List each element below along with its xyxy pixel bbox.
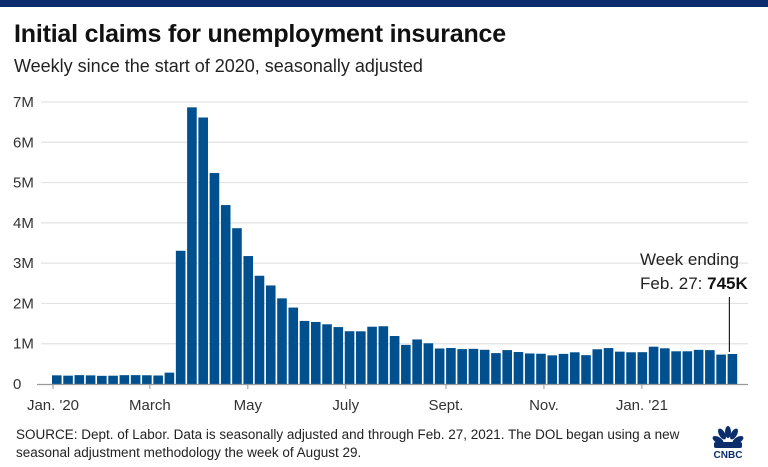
annotation-date: Feb. 27: xyxy=(640,274,708,293)
bar xyxy=(491,353,501,384)
bar xyxy=(378,326,389,384)
y-tick-label: 4M xyxy=(13,215,34,232)
bar xyxy=(446,348,456,384)
bar xyxy=(209,173,220,384)
bar xyxy=(705,350,715,384)
bar xyxy=(130,375,141,384)
y-tick-label: 7M xyxy=(13,94,34,111)
bar xyxy=(671,351,681,384)
bar xyxy=(592,349,603,384)
bar xyxy=(153,375,163,384)
bar xyxy=(434,348,445,384)
x-tick-label: Nov. xyxy=(529,397,559,414)
x-tick-label: Jan. '20 xyxy=(27,397,79,414)
bar xyxy=(333,327,344,384)
annotation-line2: Feb. 27: 745K xyxy=(640,272,748,296)
bar xyxy=(322,324,332,384)
chart-title: Initial claims for unemployment insuranc… xyxy=(14,20,506,48)
bar xyxy=(401,344,411,384)
x-tick-label: July xyxy=(332,397,359,414)
bars xyxy=(52,107,738,384)
bar xyxy=(626,352,636,384)
bar xyxy=(468,348,479,384)
y-tick-label: 1M xyxy=(13,336,34,353)
logo-text: CNBC xyxy=(714,450,743,461)
bar xyxy=(108,375,118,384)
bar xyxy=(479,349,490,384)
bar xyxy=(232,228,242,384)
y-tick-label: 5M xyxy=(13,175,34,192)
bar xyxy=(85,375,96,384)
bar xyxy=(457,349,467,384)
bar xyxy=(727,353,738,384)
bar xyxy=(119,375,130,384)
bar xyxy=(524,353,535,384)
bar xyxy=(603,348,614,384)
bar xyxy=(243,256,254,384)
x-tick-label: Jan. '21 xyxy=(616,397,668,414)
bar xyxy=(615,351,625,384)
x-tick-label: March xyxy=(129,397,171,414)
annotation-callout: Week ending Feb. 27: 745K xyxy=(640,248,748,296)
bar xyxy=(254,275,265,384)
bar xyxy=(412,339,422,384)
bar xyxy=(660,348,670,384)
gridlines xyxy=(41,101,748,345)
bar xyxy=(310,321,321,384)
bar xyxy=(220,205,231,384)
annotation-value: 745K xyxy=(707,274,748,293)
bar xyxy=(356,331,366,384)
cnbc-peacock-logo-icon: CNBC xyxy=(712,426,744,461)
annotation-line1: Week ending xyxy=(640,250,739,269)
bar xyxy=(187,107,197,384)
bar xyxy=(389,336,400,384)
bar xyxy=(175,250,186,384)
bar xyxy=(299,320,310,384)
bar xyxy=(569,352,580,384)
y-axis-ticks: 0 1M 2M 3M 4M 5M 6M 7M xyxy=(13,94,34,393)
bar xyxy=(536,353,546,384)
y-tick-label: 3M xyxy=(13,255,34,272)
bar xyxy=(344,331,355,384)
bar xyxy=(265,285,276,384)
y-tick-label: 2M xyxy=(13,295,34,312)
bar xyxy=(367,326,377,384)
bar xyxy=(716,354,726,384)
bar xyxy=(648,346,659,384)
top-brand-bar xyxy=(0,0,768,7)
bar xyxy=(164,372,175,384)
bar xyxy=(693,349,704,384)
bar xyxy=(142,375,152,384)
bar xyxy=(513,352,524,384)
x-axis-ticks: Jan. '20 March May July Sept. Nov. Jan. '21 xyxy=(27,384,668,414)
bar xyxy=(277,298,287,384)
bar xyxy=(288,307,299,384)
y-tick-label: 0 xyxy=(13,376,21,393)
bar xyxy=(581,355,591,384)
source-note: SOURCE: Dept. of Labor. Data is seasonal… xyxy=(16,427,680,460)
bar xyxy=(52,375,62,384)
bar xyxy=(502,350,512,384)
bar xyxy=(74,375,85,384)
bar xyxy=(637,352,648,384)
y-tick-label: 6M xyxy=(13,134,34,151)
bar xyxy=(547,355,558,384)
x-tick-label: Sept. xyxy=(428,397,463,414)
x-tick-label: May xyxy=(234,397,263,414)
bar xyxy=(63,375,73,384)
bar xyxy=(97,375,107,384)
chart-subtitle: Weekly since the start of 2020, seasonal… xyxy=(14,56,423,76)
bar xyxy=(198,117,208,384)
bar xyxy=(682,351,693,384)
bar xyxy=(558,353,569,384)
bar xyxy=(423,343,434,384)
